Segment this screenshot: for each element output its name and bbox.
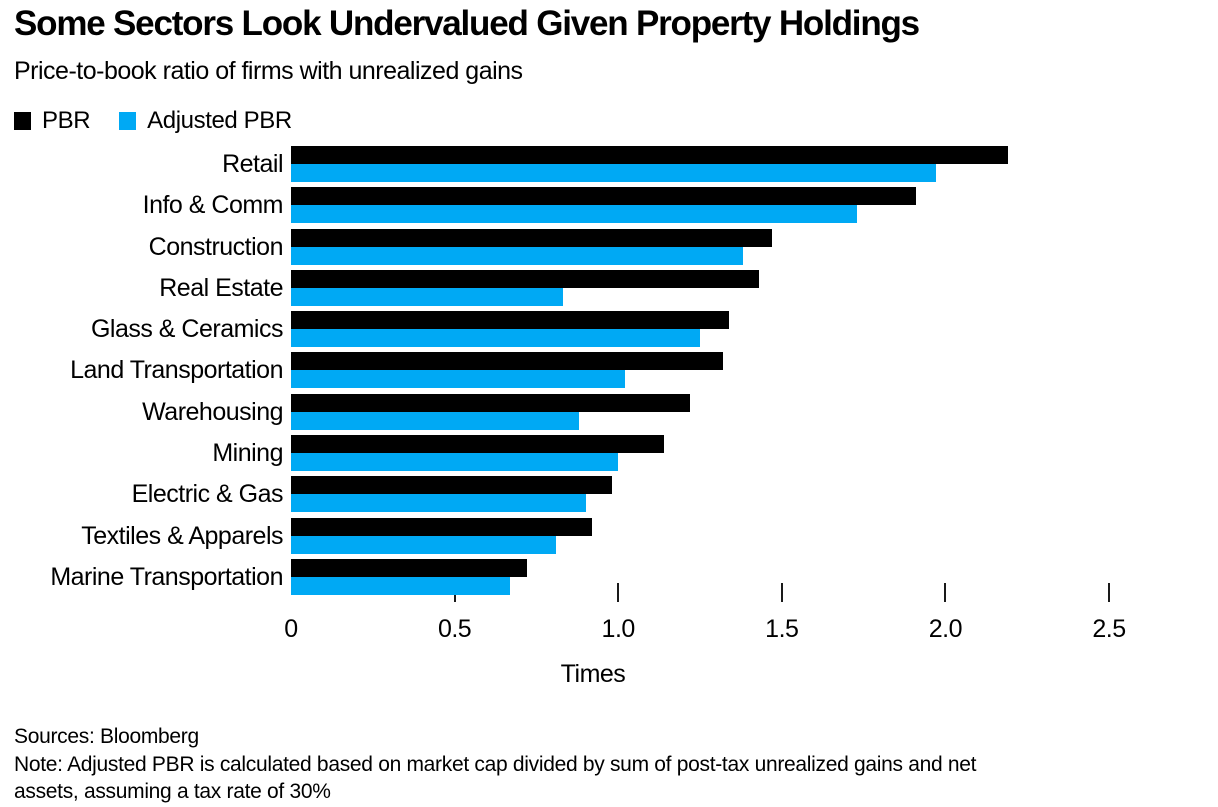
- note-text-line-1: Note: Adjusted PBR is calculated based o…: [14, 752, 977, 776]
- bar-adjusted-pbr: [291, 287, 563, 306]
- footer: Sources: Bloomberg Note: Adjusted PBR is…: [14, 723, 977, 806]
- bar-group: [291, 146, 1218, 182]
- sources-text: Sources: Bloomberg: [14, 725, 199, 748]
- bar-group: [291, 558, 1218, 595]
- category-label: Real Estate: [159, 273, 283, 302]
- chart-title: Some Sectors Look Undervalued Given Prop…: [14, 4, 920, 43]
- bar-group: [291, 435, 1218, 472]
- bar-adjusted-pbr: [291, 370, 625, 389]
- category-label: Textiles & Apparels: [81, 521, 283, 550]
- bar-adjusted-pbr: [291, 535, 556, 554]
- category-row: Retail: [0, 146, 1218, 182]
- category-row: Construction: [0, 228, 1218, 265]
- legend: PBR Adjusted PBR: [14, 107, 292, 135]
- bar-group: [291, 476, 1218, 513]
- bar-adjusted-pbr: [291, 576, 511, 595]
- category-label: Info & Comm: [142, 191, 284, 220]
- bar-pbr: [291, 476, 612, 495]
- bar-chart-plot: Retail Info & Comm Construction Real Estate…: [0, 146, 1218, 600]
- category-row: Land Transportation: [0, 352, 1218, 389]
- bar-adjusted-pbr: [291, 494, 586, 513]
- legend-item-adjusted-pbr: Adjusted PBR: [119, 107, 292, 135]
- bar-group: [291, 393, 1218, 430]
- bar-group: [291, 517, 1218, 554]
- x-axis-tick-label: 2.5: [1092, 615, 1126, 643]
- bar-group: [291, 228, 1218, 265]
- category-label: Electric & Gas: [131, 480, 284, 509]
- pbr-swatch-icon: [14, 112, 31, 130]
- category-row: Electric & Gas: [0, 476, 1218, 513]
- category-label: Retail: [222, 150, 283, 178]
- bar-pbr: [291, 187, 916, 206]
- category-label: Mining: [212, 439, 283, 468]
- x-axis-tick-label: 0: [284, 615, 298, 643]
- category-row: Marine Transportation: [0, 558, 1218, 595]
- x-axis-tick-mark: [780, 583, 783, 602]
- category-row: Warehousing: [0, 393, 1218, 430]
- x-axis-tick-mark: [617, 583, 620, 602]
- category-label: Land Transportation: [70, 356, 283, 385]
- legend-item-pbr: PBR: [14, 107, 91, 135]
- category-label: Glass & Ceramics: [90, 315, 284, 344]
- adjusted-pbr-swatch-icon: [119, 112, 137, 130]
- legend-label-adjusted-pbr: Adjusted PBR: [147, 107, 292, 134]
- note-text-line-2: assets, assuming a tax rate of 30%: [14, 780, 331, 803]
- bar-pbr: [291, 558, 527, 577]
- x-axis-tick-mark: [944, 583, 947, 602]
- bar-pbr: [291, 435, 664, 454]
- bar-group: [291, 311, 1218, 348]
- bar-pbr: [291, 269, 759, 288]
- bar-pbr: [291, 228, 772, 247]
- bar-adjusted-pbr: [291, 246, 743, 265]
- legend-label-pbr: PBR: [42, 107, 91, 134]
- bar-pbr: [291, 311, 730, 330]
- bar-adjusted-pbr: [291, 329, 700, 348]
- bar-group: [291, 269, 1218, 306]
- category-label: Warehousing: [142, 397, 283, 426]
- bar-group: [291, 187, 1218, 224]
- x-axis-tick-label: 0.5: [437, 615, 472, 643]
- bar-pbr: [291, 352, 723, 371]
- bar-group: [291, 352, 1218, 389]
- bar-adjusted-pbr: [291, 411, 579, 430]
- category-row: Real Estate: [0, 269, 1218, 306]
- x-axis-tick-mark: [1108, 583, 1110, 602]
- x-axis-tick-label: 2.0: [928, 615, 963, 643]
- category-row: Glass & Ceramics: [0, 311, 1218, 348]
- bar-adjusted-pbr: [291, 205, 858, 224]
- category-label: Construction: [148, 232, 284, 261]
- chart-subtitle: Price-to-book ratio of firms with unreal…: [14, 57, 523, 85]
- category-row: Info & Comm: [0, 187, 1218, 224]
- x-axis-title: Times: [560, 660, 626, 688]
- category-row: Mining: [0, 435, 1218, 472]
- bar-pbr: [291, 517, 592, 536]
- bar-adjusted-pbr: [291, 453, 619, 472]
- bar-adjusted-pbr: [291, 164, 936, 182]
- x-axis-tick-label: 1.0: [601, 615, 636, 643]
- bar-pbr: [291, 393, 691, 412]
- bar-pbr: [291, 146, 1008, 164]
- x-axis-tick-label: 1.5: [765, 615, 799, 643]
- category-row: Textiles & Apparels: [0, 517, 1218, 554]
- category-label: Marine Transportation: [50, 562, 283, 591]
